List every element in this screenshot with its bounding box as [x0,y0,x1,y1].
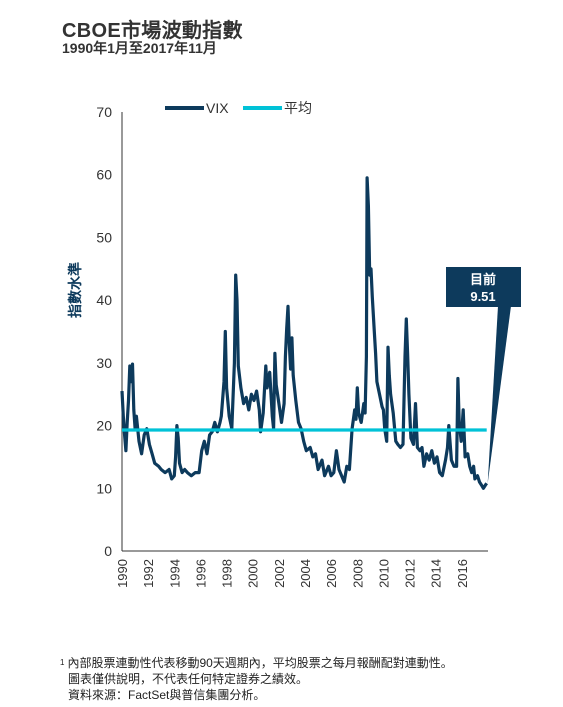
callout-box [446,267,521,307]
chart-axes [121,112,488,552]
footnote-line-2: 圖表僅供說明，不代表任何特定證券之績效。 [68,672,309,686]
callout-label: 目前 [470,272,496,287]
y-tick-label: 0 [104,543,112,559]
y-ticks: 0 10 20 30 40 50 60 70 [96,104,112,559]
footnote: 1 內部股票連動性代表移動90天週期內，平均股票之每月報酬配對連動性。 圖表僅供說… [60,655,453,703]
y-tick-label: 60 [96,167,112,183]
y-tick-label: 30 [96,355,112,371]
chart-title: CBOE市場波動指數 [62,20,243,42]
footnote-text-1: 內部股票連動性代表移動90天週期內，平均股票之每月報酬配對連動性。 [67,656,453,670]
x-tick-label: 2012 [403,559,418,588]
x-tick-label: 1992 [141,559,156,588]
x-tick-label: 1994 [167,559,182,588]
y-tick-label: 10 [96,480,112,496]
footnote-line-3: 資料來源：FactSet與普信集團分析。 [68,688,266,702]
footnote-mark: 1 [60,658,65,667]
x-tick-label: 2004 [298,559,313,588]
x-ticks: 1990 1992 1994 1996 1998 2000 2002 2004 2006 2008… [115,559,470,588]
vix-series-line [120,176,488,490]
legend-average-label: 平均 [284,100,312,116]
callout-pointer [487,306,511,484]
y-tick-label: 70 [96,104,112,120]
legend-vix-label: VIX [206,100,229,116]
chart-subtitle: 1990年1月至2017年11月 [62,40,217,56]
x-tick-label: 1998 [220,559,235,588]
y-tick-label: 50 [96,229,112,245]
series-group [120,176,488,490]
x-tick-label: 2006 [324,559,339,588]
x-tick-label: 2014 [429,559,444,588]
x-tick-label: 2000 [246,559,261,588]
x-tick-label: 2016 [455,559,470,588]
y-tick-label: 40 [96,292,112,308]
y-axis-label: 指數水準 [67,262,83,318]
x-tick-label: 2002 [272,559,287,588]
y-tick-label: 20 [96,418,112,434]
x-tick-label: 1990 [115,559,130,588]
x-tick-label: 2010 [376,559,391,588]
callout-value: 9.51 [470,289,495,304]
legend: VIX 平均 [165,100,312,116]
x-tick-label: 2008 [350,559,365,588]
footnote-line-1: 1 內部股票連動性代表移動90天週期內，平均股票之每月報酬配對連動性。 [60,655,453,671]
x-tick-label: 1996 [193,559,208,588]
current-value-callout: 目前 9.51 [446,267,521,484]
